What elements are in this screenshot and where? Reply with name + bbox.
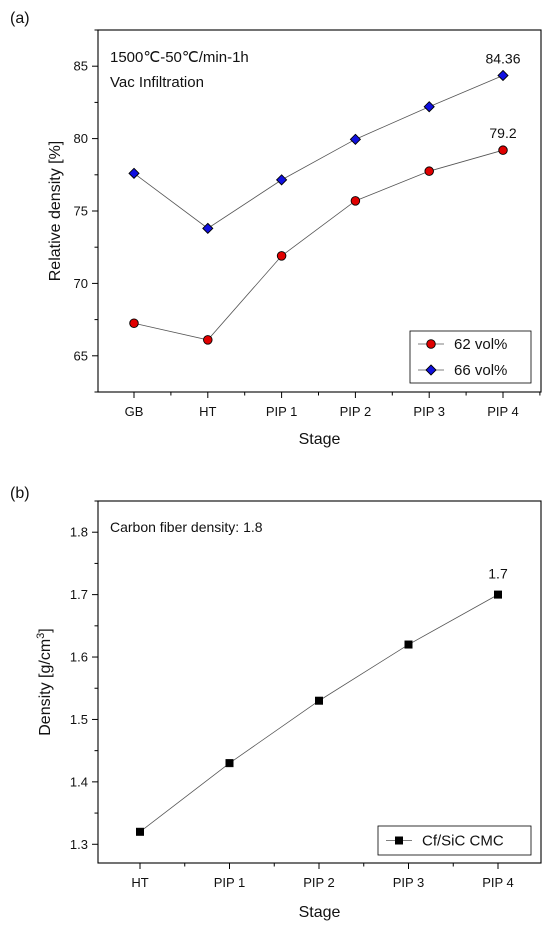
chart1-x-tick-label: GB (125, 404, 144, 419)
chart1-x-tick-label: PIP 4 (487, 404, 519, 419)
chart1-y-tick-label: 80 (74, 131, 88, 146)
chart1-data-point (129, 318, 139, 328)
chart1-data-point (275, 174, 288, 186)
chart2-data-label: 1.7 (488, 566, 508, 582)
chart1-x-tick-label: PIP 3 (413, 404, 445, 419)
chart2-legend-marker (395, 836, 403, 845)
chart2-data-point (494, 590, 502, 599)
chart2-x-tick-label: PIP 3 (393, 875, 425, 890)
chart1-data-point (203, 335, 213, 345)
chart1-panel-label: (a) (10, 10, 30, 27)
chart1-data-point (128, 167, 140, 179)
chart1-panel: (a) 65 70 75 80 85 GB HT PIP 1 PIP 2 PIP 3 PIP 4 Sta… (10, 10, 542, 448)
chart2-x-tick-label: PIP 4 (482, 875, 514, 890)
chart2-y-tick-label: 1.6 (70, 650, 88, 665)
chart2-plot-frame (97, 500, 542, 864)
chart2-y-tick-label: 1.8 (70, 525, 88, 540)
chart2-legend: Cf/SiC CMC (377, 825, 532, 856)
chart2-series-line (139, 594, 499, 833)
chart2-y-tick-label: 1.7 (70, 587, 88, 602)
chart1-y-tick-label: 85 (74, 59, 88, 74)
chart1-x-axis-title: Stage (299, 431, 341, 448)
chart1-legend-marker (425, 364, 437, 376)
chart2-y-tick-label: 1.3 (70, 837, 88, 852)
chart1-series-line (133, 149, 504, 341)
chart2-legend-label: Cf/SiC CMC (422, 833, 504, 850)
chart1-legend-label: 62 vol% (454, 336, 507, 353)
chart1-legend-label: 66 vol% (454, 362, 507, 379)
chart1-x-tick-label: PIP 1 (266, 404, 298, 419)
chart2-annotation: Carbon fiber density: 1.8 (110, 519, 263, 535)
chart2-x-tick-label: HT (131, 875, 148, 890)
chart1-y-tick-label: 65 (74, 348, 88, 363)
chart1-series-2: 84.36 (128, 50, 521, 235)
chart1-series-1: 79.2 (129, 125, 517, 345)
chart1-x-tick-label: HT (199, 404, 216, 419)
chart1-data-point (202, 222, 214, 235)
chart2-y-tick-label: 1.4 (70, 774, 88, 789)
chart1-data-point (498, 145, 508, 155)
chart1-data-point (497, 69, 509, 82)
chart1-data-point (424, 166, 434, 176)
chart1-annotation: Vac Infiltration (110, 74, 204, 91)
chart1-y-tick-label: 75 (74, 204, 88, 219)
chart1-series-line (133, 75, 504, 229)
chart2-data-point (225, 759, 234, 768)
chart1-x-tick-label: PIP 2 (340, 404, 372, 419)
chart2-x-tick-label: PIP 2 (303, 875, 335, 890)
chart1-data-point (349, 133, 362, 145)
chart1-annotation: 1500℃-50℃/min-1h (110, 49, 249, 66)
chart1-data-point (350, 196, 361, 206)
chart1-data-point (276, 251, 287, 261)
chart1-legend: 62 vol% 66 vol% (409, 330, 532, 384)
chart2-x-axis-title: Stage (299, 904, 341, 921)
chart2-y-axis-title: Density [g/cm3] (35, 628, 54, 736)
chart1-legend-marker (426, 339, 436, 349)
chart1-y-tick-label: 70 (74, 276, 88, 291)
chart2-x-tick-label: PIP 1 (214, 875, 246, 890)
chart2-data-point (404, 640, 413, 649)
chart2-y-tick-label: 1.5 (70, 712, 88, 727)
chart1-data-label: 84.36 (485, 50, 520, 66)
chart2-panel-label: (b) (10, 485, 30, 502)
chart1-data-point (423, 101, 435, 113)
chart2-data-point (315, 696, 323, 705)
chart2-series-1: 1.7 (136, 566, 508, 836)
chart1-y-axis-title: Relative density [%] (47, 141, 64, 282)
chart1-data-label: 79.2 (489, 125, 516, 141)
chart2-panel: (b) 1.3 1.4 1.5 1.6 1.7 1.8 HT PIP 1 PIP 2 PIP 3 PI… (10, 485, 542, 921)
chart2-data-point (136, 827, 144, 836)
